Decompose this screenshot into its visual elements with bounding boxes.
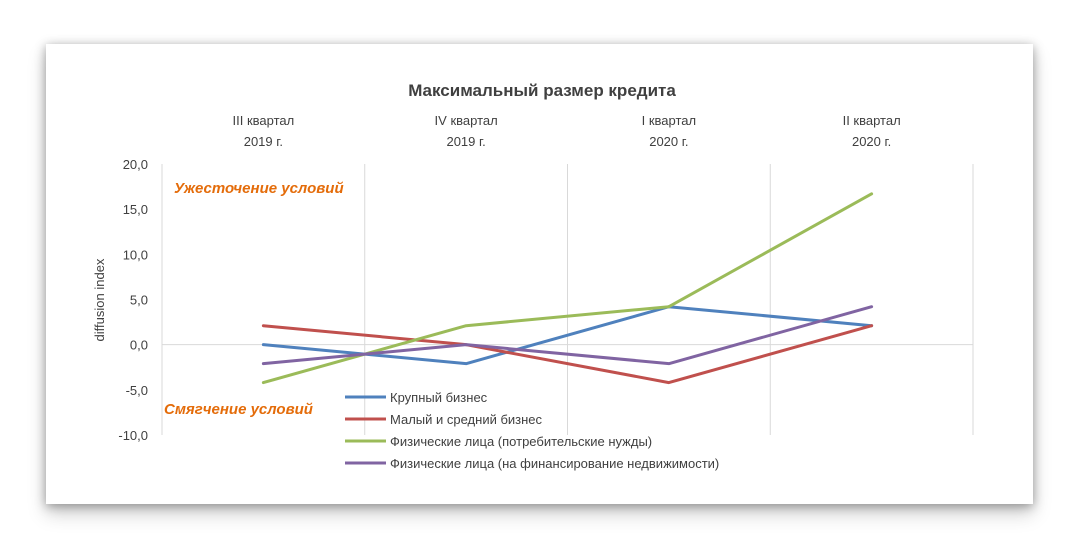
- chart-title: Максимальный размер кредита: [408, 81, 676, 100]
- series-line-4: [261, 305, 874, 366]
- y-tick-label: 15,0: [123, 202, 148, 217]
- y-tick-label: 5,0: [130, 293, 148, 308]
- y-tick-label: 20,0: [123, 157, 148, 172]
- x-category-label: III квартал: [233, 113, 295, 128]
- legend-entry: Крупный бизнес: [390, 390, 488, 405]
- legend-entry: Физические лица (на финансирование недви…: [390, 456, 719, 471]
- x-category-label: 2019 г.: [446, 134, 485, 149]
- x-category-label: 2020 г.: [852, 134, 891, 149]
- y-axis-label: diffusion index: [92, 258, 107, 341]
- y-tick-label: 0,0: [130, 338, 148, 353]
- legend-entry: Физические лица (потребительские нужды): [390, 434, 652, 449]
- annotation-easing: Смягчение условий: [164, 401, 313, 418]
- x-category-label: 2020 г.: [649, 134, 688, 149]
- y-tick-label: -10,0: [118, 428, 148, 443]
- x-category-label: II квартал: [843, 113, 901, 128]
- line-chart: Максимальный размер кредита diffusion in…: [92, 81, 974, 471]
- x-category-label: IV квартал: [435, 113, 498, 128]
- y-tick-label: 10,0: [123, 247, 148, 262]
- annotation-tightening: Ужесточение условий: [174, 180, 344, 197]
- x-category-label: 2019 г.: [244, 134, 283, 149]
- legend-entry: Малый и средний бизнес: [390, 412, 543, 427]
- chart-card: Максимальный размер кредита diffusion in…: [46, 44, 1033, 504]
- x-category-label: I квартал: [642, 113, 696, 128]
- y-tick-label: -5,0: [126, 383, 148, 398]
- series-line-2: [261, 324, 874, 385]
